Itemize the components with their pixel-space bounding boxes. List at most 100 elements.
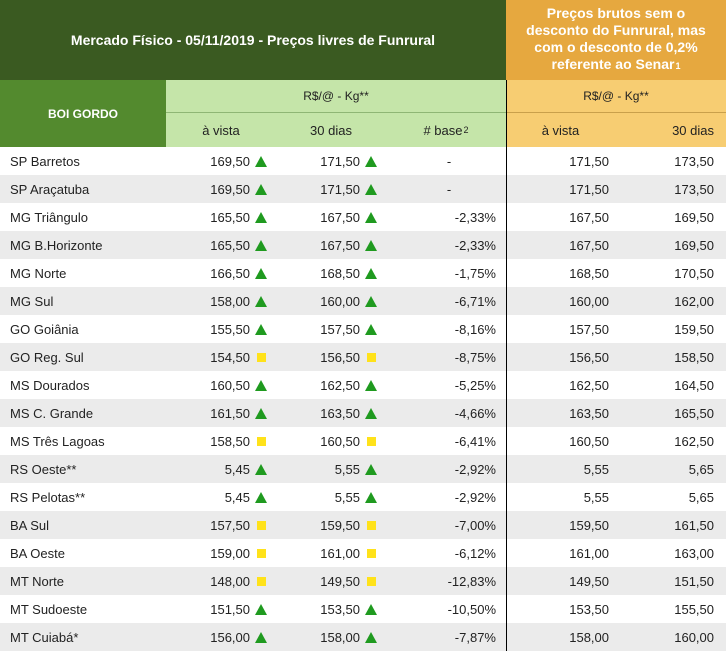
price-avista: 160,50 — [210, 377, 250, 393]
triangle-up-icon — [255, 239, 267, 251]
base-diff: -4,66% — [454, 405, 496, 421]
gross-avista-cell: 5,55 — [506, 455, 615, 483]
price-avista-cell: 156,00 — [166, 623, 276, 651]
price-avista: 155,50 — [210, 321, 250, 337]
gross-avista-cell: 149,50 — [506, 567, 615, 595]
triangle-up-icon — [255, 631, 267, 643]
trend-up-icon — [254, 323, 268, 335]
price-avista-cell: 151,50 — [166, 595, 276, 623]
price-avista-cell: 5,45 — [166, 483, 276, 511]
price-30dias: 159,50 — [320, 517, 360, 533]
region-name: MS C. Grande — [10, 405, 94, 421]
unit-header-gross-text: R$/@ - Kg** — [583, 89, 649, 103]
trend-stable-icon — [364, 576, 378, 586]
region-cell: MG Triângulo — [0, 203, 166, 231]
price-30dias-cell: 167,50 — [276, 203, 386, 231]
square-icon — [256, 520, 266, 530]
price-30dias: 157,50 — [320, 321, 360, 337]
gross-avista: 171,50 — [569, 153, 609, 169]
base-diff: -2,92% — [454, 489, 496, 505]
triangle-up-icon — [365, 239, 377, 251]
gross-30dias: 158,50 — [674, 349, 714, 365]
region-cell: MS Três Lagoas — [0, 427, 166, 455]
gross-avista-cell: 160,50 — [506, 427, 615, 455]
gross-30dias: 162,50 — [674, 433, 714, 449]
region-cell: MS Dourados — [0, 371, 166, 399]
triangle-up-icon — [365, 603, 377, 615]
gross-avista: 5,55 — [583, 461, 609, 477]
price-30dias: 5,55 — [334, 461, 360, 477]
region-cell: MT Sudoeste — [0, 595, 166, 623]
region-name: MT Cuiabá* — [10, 629, 79, 645]
price-avista-cell: 165,50 — [166, 231, 276, 259]
triangle-up-icon — [365, 379, 377, 391]
gross-avista-cell: 167,50 — [506, 203, 615, 231]
triangle-up-icon — [365, 183, 377, 195]
gross-avista: 171,50 — [569, 181, 609, 197]
col-header-gross-avista-text: à vista — [541, 122, 580, 138]
gross-avista: 159,50 — [569, 517, 609, 533]
region-cell: GO Goiânia — [0, 315, 166, 343]
trend-up-icon — [254, 379, 268, 391]
region-name: SP Barretos — [10, 153, 80, 169]
price-30dias: 158,00 — [320, 629, 360, 645]
region-cell: BA Oeste — [0, 539, 166, 567]
square-icon — [256, 548, 266, 558]
trend-stable-icon — [254, 520, 268, 530]
trend-up-icon — [364, 155, 378, 167]
price-30dias-cell: 149,50 — [276, 567, 386, 595]
price-30dias: 5,55 — [334, 489, 360, 505]
price-avista: 5,45 — [224, 489, 250, 505]
gross-30dias: 155,50 — [674, 601, 714, 617]
price-30dias: 163,50 — [320, 405, 360, 421]
region-name: MG B.Horizonte — [10, 237, 103, 253]
gross-30dias-cell: 163,00 — [615, 539, 726, 567]
trend-stable-icon — [364, 436, 378, 446]
price-30dias: 160,50 — [320, 433, 360, 449]
footnote-marker: 2 — [463, 125, 469, 135]
gross-30dias-cell: 151,50 — [615, 567, 726, 595]
trend-up-icon — [254, 295, 268, 307]
region-name: MG Triângulo — [10, 209, 89, 225]
price-avista-cell: 155,50 — [166, 315, 276, 343]
price-30dias-cell: 157,50 — [276, 315, 386, 343]
price-avista: 154,50 — [210, 349, 250, 365]
gross-avista-cell: 159,50 — [506, 511, 615, 539]
col-header-base-text: # base — [423, 122, 463, 138]
base-diff: -1,75% — [454, 265, 496, 281]
gross-avista-cell: 156,50 — [506, 343, 615, 371]
trend-up-icon — [254, 407, 268, 419]
gross-30dias: 161,50 — [674, 517, 714, 533]
gross-30dias: 164,50 — [674, 377, 714, 393]
base-diff: -2,92% — [454, 461, 496, 477]
price-30dias-cell: 160,00 — [276, 287, 386, 315]
price-30dias: 156,50 — [320, 349, 360, 365]
square-icon — [256, 576, 266, 586]
trend-stable-icon — [254, 548, 268, 558]
trend-up-icon — [364, 463, 378, 475]
triangle-up-icon — [255, 211, 267, 223]
region-name: GO Reg. Sul — [10, 349, 84, 365]
gross-30dias-cell: 164,50 — [615, 371, 726, 399]
triangle-up-icon — [255, 183, 267, 195]
base-diff-cell: -12,83% — [386, 567, 506, 595]
base-diff-cell: -2,92% — [386, 483, 506, 511]
triangle-up-icon — [365, 155, 377, 167]
base-diff-cell: -6,71% — [386, 287, 506, 315]
region-cell: MG Sul — [0, 287, 166, 315]
gross-30dias-cell: 160,00 — [615, 623, 726, 651]
price-30dias: 149,50 — [320, 573, 360, 589]
price-avista: 159,00 — [210, 545, 250, 561]
price-avista: 161,50 — [210, 405, 250, 421]
gross-avista-cell: 161,00 — [506, 539, 615, 567]
price-30dias-cell: 5,55 — [276, 455, 386, 483]
triangle-up-icon — [255, 491, 267, 503]
price-30dias: 160,00 — [320, 293, 360, 309]
price-30dias: 162,50 — [320, 377, 360, 393]
base-diff: -7,87% — [454, 629, 496, 645]
gross-avista: 156,50 — [569, 349, 609, 365]
trend-up-icon — [254, 211, 268, 223]
gross-prices-title: Preços brutos sem o desconto do Funrural… — [506, 0, 726, 80]
price-avista-cell: 159,00 — [166, 539, 276, 567]
